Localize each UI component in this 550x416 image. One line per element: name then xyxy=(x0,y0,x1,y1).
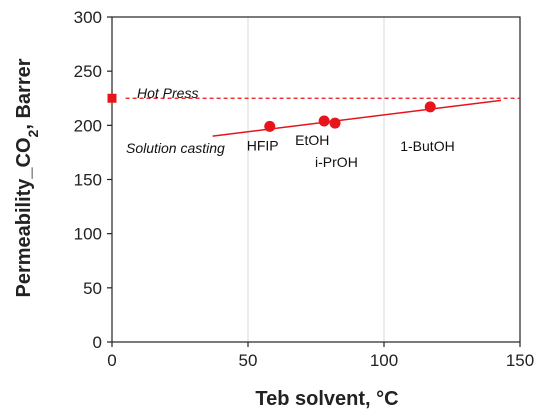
annotations: Hot Press Solution casting HFIP EtOH i-PrO… xyxy=(126,85,455,170)
hot-press-label: Hot Press xyxy=(137,85,198,101)
trend-line xyxy=(212,99,502,137)
solution-casting-label: Solution casting xyxy=(126,140,225,156)
tick-labels: 0 50 100 150 200 250 300 0 50 100 150 xyxy=(74,8,535,370)
point-label-i-proh: i-PrOH xyxy=(315,154,358,170)
y-tick-label-1: 50 xyxy=(83,279,102,298)
x-axis-title: Teb solvent, °C xyxy=(255,388,398,410)
point-hot-press xyxy=(107,93,117,103)
y-tick-label-0: 0 xyxy=(93,333,102,352)
x-tick-label-1: 50 xyxy=(239,351,258,370)
y-axis-title-main: Permeability_CO xyxy=(13,137,35,297)
point-label-hfip: HFIP xyxy=(247,137,279,153)
axes xyxy=(107,16,521,347)
point-etoh xyxy=(318,115,330,127)
y-tick-label-2: 100 xyxy=(74,225,102,244)
y-axis-title: Permeability_CO2, Barrer xyxy=(13,58,41,297)
lines xyxy=(125,97,520,137)
x-tick-label-2: 100 xyxy=(370,351,398,370)
point-label-1-butoh: 1-ButOH xyxy=(400,138,454,154)
point-hfip xyxy=(264,120,276,132)
point-1-butoh xyxy=(424,101,436,113)
plot-frame xyxy=(111,16,521,343)
x-tick-label-0: 0 xyxy=(107,351,116,370)
y-axis-title-tail: , Barrer xyxy=(13,58,35,129)
data-points xyxy=(107,93,436,132)
y-axis-title-subscript: 2 xyxy=(25,129,41,137)
grid-lines xyxy=(247,17,521,342)
point-label-etoh: EtOH xyxy=(295,132,329,148)
y-tick-label-4: 200 xyxy=(74,116,102,135)
y-tick-label-5: 250 xyxy=(74,62,102,81)
y-tick-label-6: 300 xyxy=(74,8,102,27)
y-tick-label-3: 150 xyxy=(74,171,102,190)
point-i-proh xyxy=(329,117,341,129)
x-tick-label-3: 150 xyxy=(506,351,534,370)
